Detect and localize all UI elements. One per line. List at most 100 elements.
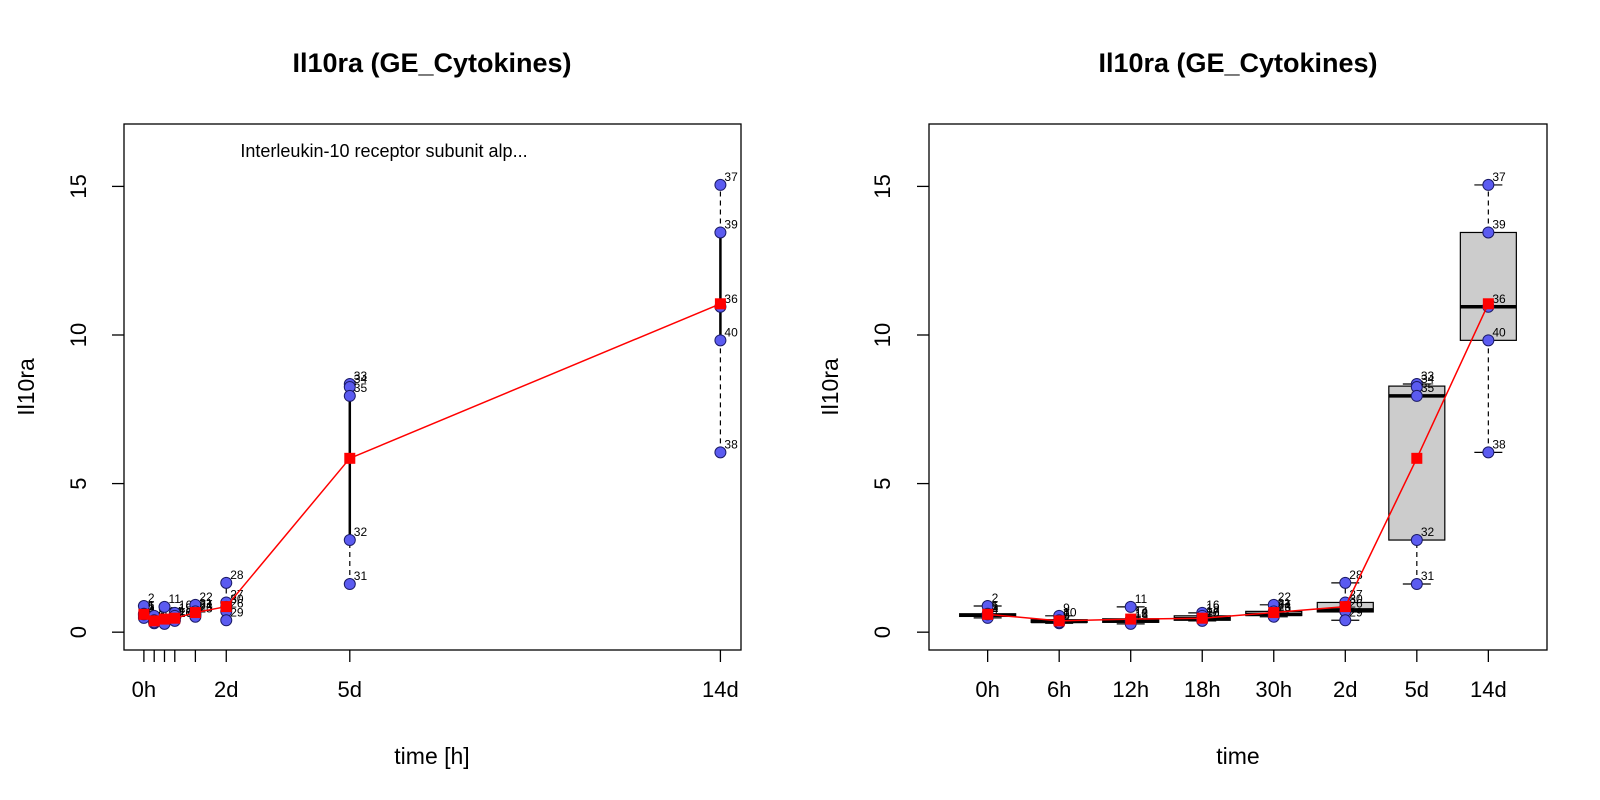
right-y-tick-label: 5 — [870, 477, 895, 489]
right-point-label: 16 — [1206, 598, 1220, 612]
left-point-label: 33 — [354, 369, 368, 383]
left-mean-marker — [189, 607, 201, 619]
right-mean-line — [987, 303, 1490, 622]
right-point-label: 5 — [992, 599, 999, 613]
left-point-label: 39 — [724, 217, 738, 231]
left-data-point — [714, 178, 727, 191]
left-point-label: 22 — [199, 590, 213, 604]
left-point-label: 19 — [179, 601, 193, 615]
left-point-label: 16 — [179, 598, 193, 612]
right-mean-marker — [1411, 452, 1423, 464]
right-x-tick-label: 14d — [1470, 677, 1507, 702]
left-point-label: 31 — [354, 569, 368, 583]
right-point-label: 12 — [1135, 606, 1149, 620]
left-point-label: 30 — [230, 592, 244, 606]
left-mean-marker — [714, 298, 726, 310]
right-point-label: 10 — [1063, 605, 1077, 619]
left-mean-marker — [169, 612, 181, 624]
right-point-label: 15 — [1135, 609, 1149, 623]
right-data-point — [1339, 576, 1352, 589]
right-point-label: 1 — [992, 599, 999, 613]
left-data-point — [343, 389, 356, 402]
right-point-label: 31 — [1421, 569, 1435, 583]
left-point-label: 7 — [158, 606, 165, 620]
left-data-point — [220, 614, 233, 627]
right-x-tick-label: 12h — [1112, 677, 1149, 702]
right-x-tick-label: 5d — [1405, 677, 1429, 702]
right-y-tick-label: 10 — [870, 323, 895, 347]
right-point-label: 9 — [1063, 601, 1070, 615]
left-plot-frame — [123, 123, 742, 651]
left-mean-marker — [220, 601, 232, 613]
left-point-label: 21 — [199, 596, 213, 610]
right-point-label: 30 — [1349, 592, 1363, 606]
right-point-label: 13 — [1135, 607, 1149, 621]
left-gene-description: Interleukin-10 receptor subunit alp... — [240, 141, 527, 161]
right-plot-frame — [928, 123, 1548, 651]
left-chart-title: Il10ra (GE_Cytokines) — [292, 48, 571, 78]
right-data-point — [1482, 226, 1495, 239]
left-x-axis-label: time [h] — [394, 743, 469, 769]
left-mean-marker — [344, 452, 356, 464]
right-point-label: 35 — [1421, 381, 1435, 395]
left-data-point — [343, 578, 356, 591]
left-point-label: 3 — [148, 601, 155, 615]
right-point-label: 34 — [1421, 372, 1435, 386]
left-point-label: 11 — [168, 592, 181, 606]
right-point-label: 26 — [1349, 596, 1363, 610]
right-point-label: 29 — [1349, 605, 1363, 619]
right-mean-marker — [1053, 615, 1065, 627]
right-x-tick-label: 18h — [1184, 677, 1221, 702]
right-point-label: 22 — [1278, 590, 1292, 604]
right-mean-marker — [1268, 607, 1280, 619]
right-mean-marker — [1482, 298, 1494, 310]
left-point-label: 34 — [354, 372, 368, 386]
right-data-point — [1482, 446, 1495, 459]
left-point-label: 35 — [354, 381, 368, 395]
left-data-point — [220, 576, 233, 589]
right-point-label: 2 — [992, 591, 999, 605]
right-point-label: 39 — [1492, 217, 1506, 231]
left-x-tick-label: 2d — [214, 677, 238, 702]
left-point-label: 1 — [148, 599, 155, 613]
left-point-label: 5 — [148, 599, 155, 613]
right-mean-marker — [1125, 613, 1137, 625]
left-point-label: 25 — [199, 602, 213, 616]
left-mean-marker — [138, 608, 150, 620]
right-point-label: 11 — [1135, 592, 1148, 606]
right-point-label: 18 — [1206, 605, 1220, 619]
left-data-point — [714, 446, 727, 459]
right-x-tick-label: 30h — [1255, 677, 1292, 702]
left-point-label: 37 — [724, 170, 738, 184]
right-x-tick-label: 2d — [1333, 677, 1357, 702]
right-data-point — [1410, 578, 1423, 591]
right-point-label: 17 — [1206, 604, 1220, 618]
right-point-label: 19 — [1206, 601, 1220, 615]
right-x-axis-label: time — [1216, 743, 1259, 769]
left-point-label: 38 — [724, 437, 738, 451]
right-point-label: 3 — [992, 601, 999, 615]
left-point-label: 26 — [230, 596, 244, 610]
right-box — [1459, 231, 1517, 341]
right-x-tick-label: 6h — [1047, 677, 1071, 702]
left-mean-marker — [148, 615, 160, 627]
right-data-point — [1410, 534, 1423, 547]
left-x-tick-label: 14d — [702, 677, 739, 702]
right-point-label: 6 — [1063, 607, 1070, 621]
right-point-label: 14 — [1135, 605, 1149, 619]
left-y-axis-label: Il10ra — [13, 358, 39, 416]
left-data-point — [343, 534, 356, 547]
right-chart-title: Il10ra (GE_Cytokines) — [1098, 48, 1377, 78]
left-point-label: 2 — [148, 591, 155, 605]
right-point-label: 25 — [1278, 602, 1292, 616]
left-point-label: 28 — [230, 568, 244, 582]
right-point-label: 37 — [1492, 170, 1506, 184]
left-point-label: 29 — [230, 605, 244, 619]
right-y-tick-label: 0 — [870, 626, 895, 638]
left-y-tick-label: 5 — [66, 477, 91, 489]
left-data-point — [714, 334, 727, 347]
right-point-label: 36 — [1492, 292, 1506, 306]
left-x-tick-label: 0h — [132, 677, 156, 702]
